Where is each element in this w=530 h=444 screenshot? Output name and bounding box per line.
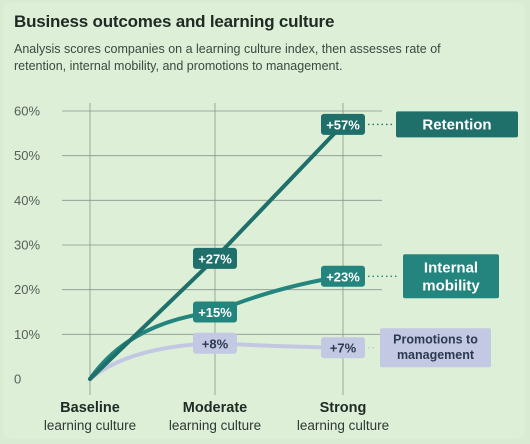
x-tick-label: Moderate (183, 400, 247, 416)
x-tick-sublabel: learning culture (169, 418, 261, 433)
data-label-box (321, 265, 365, 287)
series-line-internal_mobility (88, 274, 345, 381)
data-label-box (193, 247, 237, 269)
data-label-box (193, 332, 237, 354)
y-tick-label: 10% (14, 327, 40, 342)
legend-box-internal_mobility (403, 254, 499, 299)
data-label: +23% (326, 269, 360, 284)
data-label-box (321, 337, 365, 359)
legend-label: Internal (424, 259, 478, 276)
legend-box-promotions (380, 328, 491, 368)
y-tick-label: 30% (14, 238, 40, 253)
legend-box-retention (396, 111, 518, 138)
x-tick-label: Strong (320, 400, 367, 416)
y-tick-label: 40% (14, 193, 40, 208)
chart-subtitle: Analysis scores companies on a learning … (14, 42, 441, 73)
legend-label: Promotions to (393, 333, 478, 347)
y-tick-label: 20% (14, 282, 40, 297)
data-label: +27% (198, 251, 232, 266)
x-tick-sublabel: learning culture (297, 418, 389, 433)
x-tick-sublabel: learning culture (44, 418, 136, 433)
data-label: +7% (330, 341, 357, 356)
legend-label: Retention (422, 116, 491, 133)
legend-label: management (397, 348, 475, 362)
y-tick-label: 50% (14, 148, 40, 163)
x-tick-label: Baseline (60, 400, 120, 416)
data-label-box (193, 301, 237, 323)
y-tick-label: 0 (14, 372, 21, 387)
legend-label: mobility (422, 277, 480, 294)
data-label: +57% (326, 117, 360, 132)
data-label: +8% (202, 336, 229, 351)
y-tick-label: 60% (14, 104, 40, 119)
data-label-box (321, 113, 365, 135)
data-label: +15% (198, 305, 232, 320)
chart-title: Business outcomes and learning culture (14, 12, 335, 31)
